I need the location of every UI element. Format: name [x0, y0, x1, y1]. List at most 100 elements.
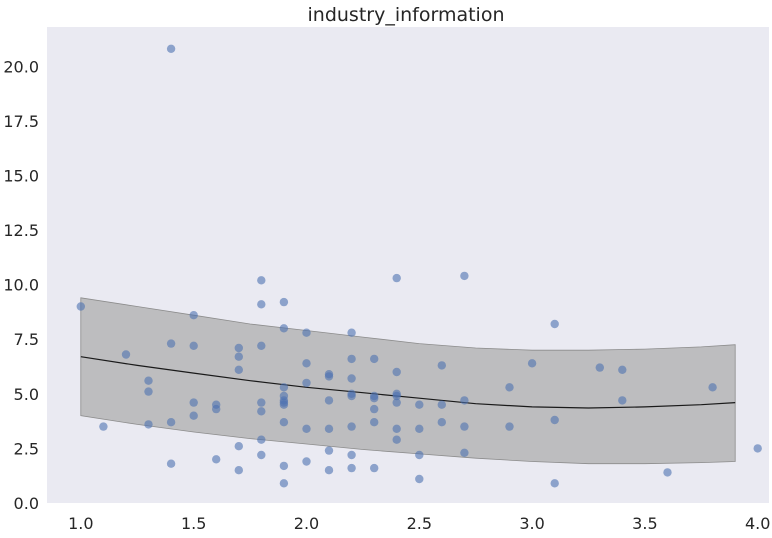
y-tick-label: 5.0 [14, 385, 39, 404]
data-point [257, 435, 266, 444]
data-point [189, 398, 198, 407]
data-point [392, 435, 401, 444]
data-point [324, 424, 334, 433]
data-point [279, 479, 289, 488]
data-point [370, 404, 379, 414]
data-point [595, 363, 604, 372]
y-tick-label: 15.0 [3, 167, 39, 186]
data-point [392, 273, 401, 283]
data-point [166, 418, 176, 427]
data-point [234, 466, 243, 475]
chart-title: industry_information [308, 4, 505, 26]
data-point [189, 341, 198, 350]
data-point [324, 396, 334, 405]
data-point [415, 400, 424, 409]
data-point [166, 44, 176, 53]
data-point [279, 418, 289, 427]
data-point [212, 455, 221, 464]
data-point [708, 383, 717, 392]
data-point [212, 404, 221, 414]
data-point [324, 466, 334, 475]
y-tick-label: 10.0 [3, 276, 39, 295]
x-axis: 1.0 1.5 2.0 2.5 3.0 3.5 4.0 [68, 514, 770, 533]
y-tick-label: 17.5 [3, 112, 39, 131]
data-point [392, 391, 401, 401]
data-point [76, 302, 86, 311]
y-tick-label: 20.0 [3, 57, 39, 76]
data-point [324, 446, 334, 455]
data-point [302, 378, 311, 388]
data-point [663, 468, 672, 477]
x-tick-label: 1.0 [68, 514, 93, 533]
data-point [460, 396, 469, 405]
data-point [166, 459, 176, 468]
y-tick-label: 7.5 [14, 330, 39, 349]
data-point [189, 311, 198, 320]
data-point [347, 391, 356, 401]
data-point [392, 398, 401, 407]
data-point [437, 361, 446, 370]
data-point [460, 422, 469, 431]
data-point [257, 398, 266, 407]
data-point [347, 450, 356, 460]
data-point [257, 407, 266, 416]
data-point [257, 276, 266, 285]
data-point [279, 400, 289, 409]
data-point [257, 300, 266, 309]
fit-line [80, 356, 736, 409]
data-point [527, 359, 537, 368]
data-point [347, 422, 356, 431]
data-point [415, 474, 424, 484]
data-point [121, 350, 131, 359]
x-tick-label: 3.5 [632, 514, 657, 533]
data-point [234, 442, 243, 451]
data-point [189, 411, 198, 420]
data-point [437, 400, 446, 409]
data-point [257, 341, 266, 350]
fit-line-layer [80, 356, 736, 409]
confidence-band [80, 297, 736, 465]
data-point [302, 457, 311, 466]
data-points [76, 44, 762, 488]
x-tick-label: 1.5 [181, 514, 206, 533]
data-point [505, 383, 514, 392]
data-point [347, 354, 356, 364]
data-point [415, 424, 424, 433]
data-point [347, 328, 356, 337]
data-point [370, 418, 379, 427]
y-tick-label: 2.5 [14, 439, 39, 458]
data-point [234, 365, 243, 374]
x-tick-label: 4.0 [745, 514, 770, 533]
data-point [460, 448, 469, 457]
data-point [347, 374, 356, 383]
data-point [415, 450, 424, 460]
data-point [279, 297, 289, 307]
data-point [347, 463, 356, 473]
data-point [753, 444, 762, 453]
data-point [302, 328, 311, 337]
data-point [437, 418, 446, 427]
data-point [618, 365, 627, 374]
data-point [144, 376, 153, 385]
data-point [99, 422, 108, 431]
data-point [392, 424, 401, 433]
data-point [618, 396, 627, 405]
data-point [234, 352, 243, 361]
data-point [279, 383, 289, 392]
x-tick-label: 3.0 [519, 514, 544, 533]
data-point [370, 394, 379, 403]
data-point [370, 354, 379, 364]
data-point [550, 319, 559, 329]
data-point [505, 422, 514, 431]
y-tick-label: 12.5 [3, 221, 39, 240]
data-point [144, 387, 153, 396]
confidence-band-layer [80, 297, 736, 465]
x-tick-label: 2.0 [294, 514, 319, 533]
data-point [234, 343, 243, 353]
data-point [257, 450, 266, 460]
data-point [166, 339, 176, 348]
data-point [550, 479, 559, 488]
data-point [279, 461, 289, 471]
data-point [324, 372, 334, 381]
